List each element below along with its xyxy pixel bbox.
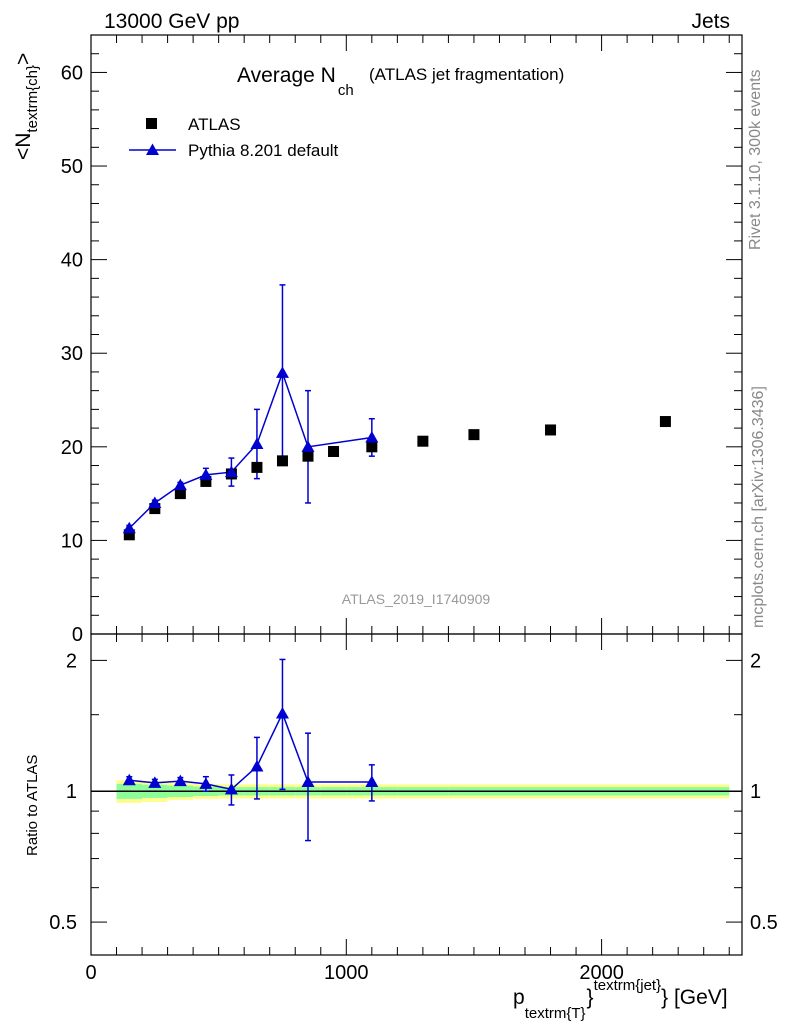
main-y-tick-label: 0 [72,624,83,646]
rivet-label: Rivet 3.1.10, 300k events [747,69,764,250]
atlas-point [328,445,340,457]
atlas-point [366,441,378,453]
atlas-point [276,455,288,467]
pythia-point [148,496,162,508]
xlabel-brace2: } [661,986,674,1009]
xlabel-p: p [513,986,525,1009]
plot-title-main: Average N [237,64,336,87]
ratio-pythia-point [173,774,187,787]
legend: ATLAS Pythia 8.201 default [129,115,339,160]
ratio-pythia-point [250,759,264,772]
legend-marker-atlas [146,118,157,129]
header-right: Jets [691,10,730,33]
mcplots-label: mcplots.cern.ch [arXiv:1306.3436] [750,386,767,628]
header-left: 13000 GeV pp [104,10,239,33]
pythia-point [199,468,213,480]
main-data-marks [122,284,671,541]
pythia-point [365,430,379,443]
ratio-pythia-point [224,782,238,795]
ratio-pythia-point [199,777,213,789]
ratio-y-tick-label: 1 [66,781,77,803]
pythia-point [275,366,289,378]
atlas-point [468,429,480,441]
pythia-point [224,465,238,478]
plot-title-note: (ATLAS jet fragmentation) [369,65,564,84]
atlas-point [251,461,263,473]
main-y-axis-label: <Ntextrm{ch}> [12,53,41,160]
atlas-point [123,529,135,541]
legend-marker-pythia [146,143,159,155]
ratio-data-marks [122,658,379,842]
ratio-y-tick-label: 0.5 [49,912,77,934]
ratio-pythia-point [122,773,136,786]
atlas-point [174,488,186,500]
atlas-point [149,503,161,515]
main-y-tick-label: 50 [61,156,83,178]
pythia-point [122,521,136,534]
main-y-tick-label: 10 [61,530,83,552]
main-y-tick-label: 20 [61,437,83,459]
x-tick-label: 1000 [324,962,369,984]
pythia-point [301,440,315,452]
atlas-point [659,416,671,428]
xlabel-sub: textrm{T} [525,1005,586,1022]
xlabel-brace: } [587,986,594,1009]
ratio-y-tick-label-right: 2 [750,650,761,672]
plot-title-sub: ch [338,82,354,99]
xlabel-unit: [GeV] [674,986,728,1009]
pythia-point [250,437,264,450]
ratio-y-tick-label-right: 1 [750,781,761,803]
atlas-point [417,435,429,447]
ratio-uncertainty-band [91,780,742,803]
main-axis-ticks: 0 10 20 30 40 50 60 [61,34,742,646]
ratio-y-axis-label: Ratio to ATLAS [24,755,41,856]
x-tick-label: 0 [85,962,96,984]
ylabel-main-end: > [12,53,35,65]
atlas-point [302,450,314,462]
ratio-pythia-point [301,775,315,788]
ratio-pythia-point [275,706,289,719]
ratio-y-tick-label-right: 0.5 [750,912,778,934]
main-y-tick-label: 30 [61,343,83,365]
ratio-panel-frame [90,633,743,956]
ylabel-main-sub: textrm{ch} [24,65,41,133]
plot-title: Average Nch [237,64,354,99]
pythia-point [173,478,187,491]
xlabel-sup: textrm{jet} [594,977,662,994]
ratio-pythia-line [129,711,372,791]
atlas-point [200,475,212,487]
main-y-tick-label: 60 [61,62,83,84]
ylabel-main-start: <N [12,133,35,160]
atlas-point [545,424,557,436]
ratio-axis-ticks: 0.5 0.5 1 1 2 2 0 1000 2000 [49,634,778,984]
x-tick-label: 2000 [579,962,624,984]
main-y-tick-label: 40 [61,250,83,272]
x-axis-label: ptextrm{T}}textrm{jet}} [GeV] [513,977,728,1022]
legend-label-atlas: ATLAS [188,115,241,134]
ratio-pythia-point [365,775,379,788]
legend-label-pythia: Pythia 8.201 default [188,141,339,160]
ratio-pythia-point [148,776,162,788]
analysis-watermark: ATLAS_2019_I1740909 [342,591,491,607]
ratio-y-tick-label: 2 [66,650,77,672]
